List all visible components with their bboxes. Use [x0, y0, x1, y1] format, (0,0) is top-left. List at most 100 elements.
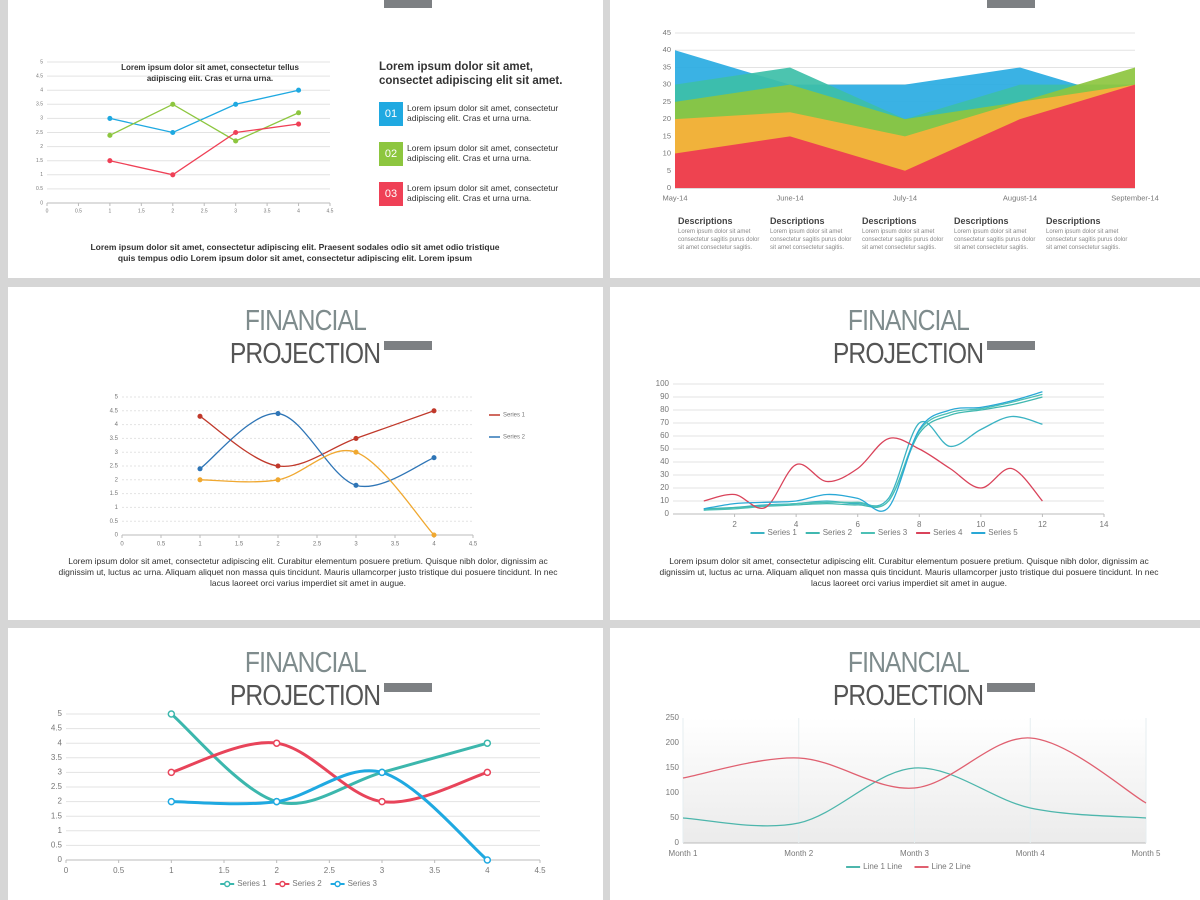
slide-title: FINANCIAL PROJECTION: [178, 305, 433, 371]
description-text: Lorem ipsum dolor sit amet consectetur s…: [862, 229, 944, 251]
x-tick-label: 2: [274, 866, 279, 875]
x-tick-label: 4: [485, 866, 490, 875]
y-tick-label: 20: [663, 114, 671, 123]
point: [296, 87, 302, 93]
x-tick-label: 6: [855, 520, 860, 529]
y-tick-label: 1: [40, 172, 43, 178]
title-light: FINANCIAL: [244, 305, 366, 337]
legend-label: Line 2 Line: [932, 862, 972, 871]
accent-bar: [384, 683, 432, 692]
legend-label: Series 2: [292, 879, 322, 888]
accent-bar: [384, 0, 432, 8]
line: [199, 412, 435, 488]
x-tick-label: Month 2: [784, 849, 813, 858]
legend-label: Series 3: [878, 528, 908, 537]
legend-marker: [334, 880, 341, 888]
line: [682, 737, 1147, 804]
y-tick-label: 100: [656, 379, 670, 388]
point: [483, 856, 492, 864]
point: [353, 435, 359, 441]
x-tick-label: 0: [64, 866, 69, 875]
y-tick-label: 3: [58, 768, 63, 777]
title-dark: PROJECTION: [832, 338, 984, 370]
item-text: Lorem ipsum dolor sit amet, consectetur …: [407, 103, 559, 123]
line: [171, 769, 489, 862]
point: [431, 408, 437, 414]
y-tick-label: 25: [663, 97, 671, 106]
y-tick-label: 0: [58, 855, 63, 864]
description-text: Lorem ipsum dolor sit amet consectetur s…: [770, 229, 852, 251]
title-light: FINANCIAL: [847, 647, 969, 679]
x-tick-label: 12: [1038, 520, 1047, 529]
paragraph: Lorem ipsum dolor sit amet, consectetur …: [659, 556, 1159, 588]
y-tick-label: 2: [115, 477, 119, 483]
point: [378, 768, 386, 777]
area: [675, 84, 1135, 188]
x-tick-label: 3: [354, 542, 358, 548]
paragraph: Lorem ipsum dolor sit amet, consectetur …: [58, 556, 558, 588]
y-tick-label: 250: [666, 713, 680, 722]
y-tick-label: 15: [663, 131, 671, 140]
point: [296, 110, 302, 116]
y-tick-label: 1: [58, 826, 63, 835]
point: [107, 132, 113, 138]
x-tick-label: 4.5: [534, 866, 546, 875]
line: [109, 123, 299, 176]
point: [107, 158, 113, 164]
y-tick-label: 1.5: [51, 811, 63, 820]
legend-label: Line 1 Line: [863, 862, 903, 871]
description-title: Descriptions: [1046, 216, 1101, 226]
y-tick-label: 3.5: [51, 753, 63, 762]
heading: Lorem ipsum dolor sit amet, consectet ad…: [379, 61, 563, 87]
y-tick-label: 60: [660, 431, 669, 440]
point: [296, 121, 302, 127]
y-tick-label: 150: [666, 763, 680, 772]
x-tick-label: 0.5: [75, 208, 82, 214]
caption: Lorem ipsum dolor sit amet, consectetur …: [90, 242, 500, 263]
y-tick-label: 0: [675, 838, 680, 847]
legend-label: Series 1: [768, 528, 798, 537]
y-tick-label: 5: [115, 395, 119, 401]
accent-bar: [384, 341, 432, 350]
legend-label: Series 2: [823, 528, 853, 537]
point: [272, 797, 281, 806]
legend-label: Series 5: [988, 528, 1018, 537]
y-tick-label: 40: [663, 45, 671, 54]
legend-marker: [279, 880, 286, 888]
point: [353, 482, 359, 488]
x-tick-label: 0: [46, 208, 49, 214]
y-tick-label: 4: [40, 88, 43, 94]
title-dark: PROJECTION: [229, 680, 381, 712]
y-tick-label: 0: [115, 533, 119, 539]
x-tick-label: 2: [171, 208, 174, 214]
y-tick-label: 80: [660, 405, 669, 414]
legend-label: Series 4: [933, 528, 963, 537]
y-tick-label: 4: [115, 422, 119, 428]
legend-marker: [223, 880, 231, 888]
line: [109, 89, 299, 134]
x-tick-label: May-14: [662, 193, 687, 202]
point: [275, 463, 281, 469]
y-tick-label: 50: [660, 444, 669, 453]
x-tick-label: 3.5: [264, 208, 271, 214]
y-tick-label: 4.5: [51, 724, 63, 733]
legend-label: Series 2: [503, 435, 526, 441]
x-tick-label: 1: [169, 866, 174, 875]
y-tick-label: 20: [660, 483, 669, 492]
point: [483, 739, 492, 747]
item-number: 02: [379, 142, 403, 166]
point: [167, 768, 176, 777]
description-title: Descriptions: [862, 216, 917, 226]
description-text: Lorem ipsum dolor sit amet consectetur s…: [1046, 229, 1128, 251]
legend-label: Series 3: [348, 879, 378, 888]
x-tick-label: 1.5: [218, 866, 230, 875]
x-tick-label: Month 1: [669, 849, 698, 858]
x-tick-label: June-14: [776, 193, 803, 202]
x-tick-label: 3.5: [429, 866, 441, 875]
x-tick-label: July-14: [893, 193, 917, 202]
y-tick-label: 4: [58, 738, 63, 747]
point: [197, 413, 203, 419]
y-tick-label: 1.5: [110, 491, 119, 497]
line: [703, 437, 1043, 510]
